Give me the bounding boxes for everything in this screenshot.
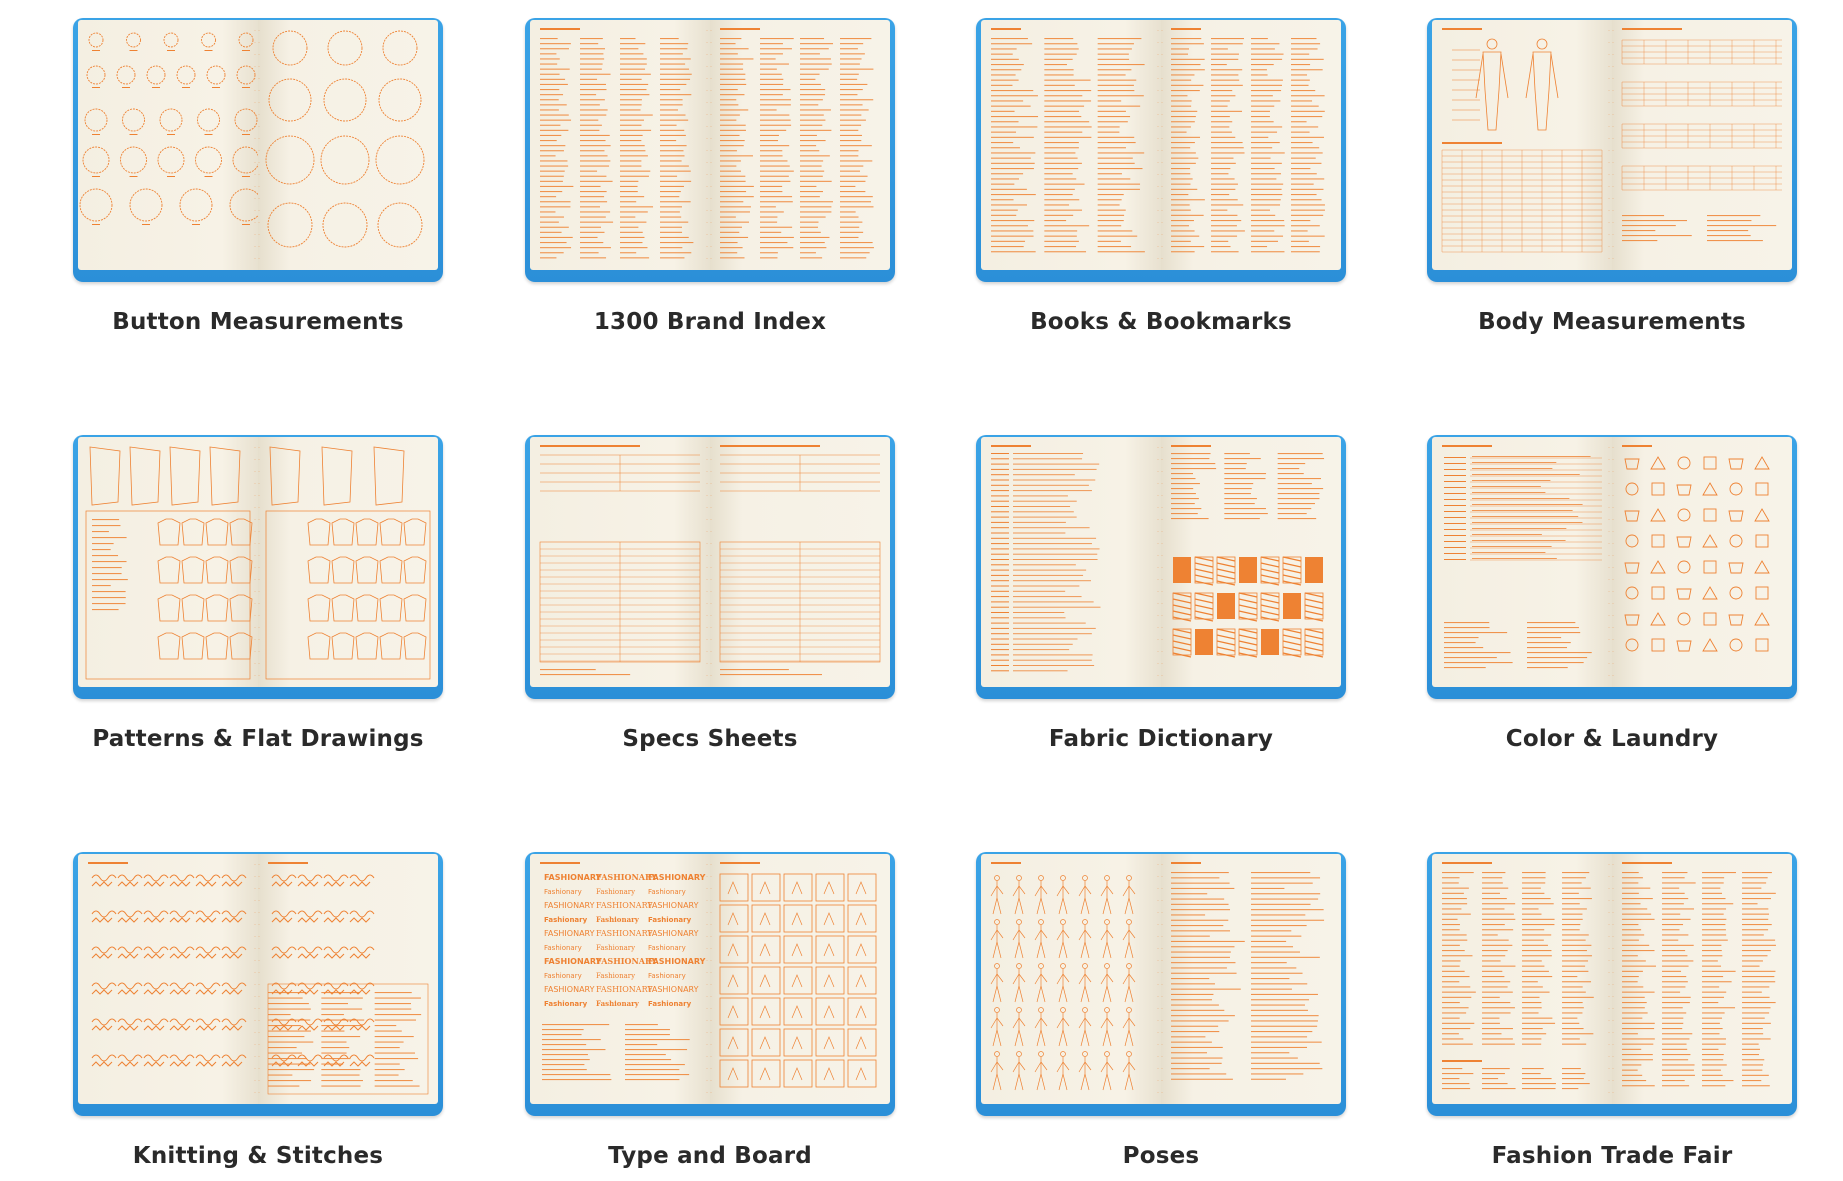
item-title[interactable]: Knitting & Stitches [132, 1143, 384, 1169]
left-page [981, 854, 1161, 1104]
gallery-item[interactable]: 1300 Brand Index [525, 18, 895, 335]
svg-text:FASHIONARY: FASHIONARY [596, 901, 653, 910]
svg-text:Fashionary: Fashionary [648, 916, 692, 924]
svg-text:Fashionary: Fashionary [596, 888, 635, 896]
right-page [1612, 854, 1792, 1104]
svg-text:Fashionary: Fashionary [596, 999, 640, 1008]
notebook-spread[interactable] [73, 18, 443, 282]
right-page [1612, 20, 1792, 270]
notebook-spread[interactable] [976, 852, 1346, 1116]
svg-text:FASHIONARY: FASHIONARY [648, 901, 699, 910]
svg-text:FASHIONARY: FASHIONARY [648, 873, 706, 882]
gallery-item[interactable]: Button Measurements [73, 18, 443, 335]
left-page [530, 20, 710, 270]
svg-text:FASHIONARY: FASHIONARY [648, 957, 706, 966]
svg-text:Fashionary: Fashionary [544, 888, 582, 896]
gallery-item[interactable]: Fashion Trade Fair [1427, 852, 1797, 1169]
notebook-spread[interactable] [73, 435, 443, 699]
svg-text:FASHIONARY: FASHIONARY [596, 985, 653, 994]
svg-text:FASHIONARY: FASHIONARY [544, 901, 595, 910]
svg-text:FASHIONARY: FASHIONARY [544, 985, 595, 994]
left-page [78, 437, 258, 687]
svg-text:Fashionary: Fashionary [544, 944, 582, 952]
svg-text:FASHIONARY: FASHIONARY [648, 985, 699, 994]
right-page [1161, 437, 1341, 687]
notebook-spread[interactable] [525, 18, 895, 282]
gallery-item[interactable]: Body Measurements [1427, 18, 1797, 335]
left-page [1432, 437, 1612, 687]
right-page [710, 854, 890, 1104]
item-title[interactable]: Books & Bookmarks [1030, 309, 1292, 335]
gallery-item[interactable]: Color & Laundry [1427, 435, 1797, 752]
gallery-item[interactable]: Specs Sheets [525, 435, 895, 752]
notebook-spread[interactable] [1427, 18, 1797, 282]
left-page [1432, 854, 1612, 1104]
item-title[interactable]: Body Measurements [1478, 309, 1746, 335]
left-page [78, 854, 258, 1104]
left-page [981, 20, 1161, 270]
svg-text:Fashionary: Fashionary [596, 972, 635, 980]
right-page [710, 20, 890, 270]
svg-text:Fashionary: Fashionary [544, 1000, 588, 1008]
svg-text:Fashionary: Fashionary [648, 972, 686, 980]
item-title[interactable]: Fashion Trade Fair [1491, 1143, 1733, 1169]
right-page [1161, 20, 1341, 270]
item-title[interactable]: Poses [1122, 1143, 1200, 1169]
notebook-spread[interactable] [73, 852, 443, 1116]
item-title[interactable]: Patterns & Flat Drawings [92, 726, 424, 752]
notebook-spread[interactable] [976, 18, 1346, 282]
item-title[interactable]: Type and Board [608, 1143, 812, 1169]
notebook-spread[interactable] [1427, 435, 1797, 699]
notebook-spread[interactable] [976, 435, 1346, 699]
svg-text:Fashionary: Fashionary [596, 915, 640, 924]
right-page [258, 20, 438, 270]
notebook-spread[interactable]: FASHIONARY FASHIONARY FASHIONARY Fashionary… [525, 852, 895, 1116]
svg-text:Fashionary: Fashionary [648, 944, 686, 952]
svg-text:Fashionary: Fashionary [544, 916, 588, 924]
svg-text:Fashionary: Fashionary [648, 888, 686, 896]
left-page: FASHIONARY FASHIONARY FASHIONARY Fashionary… [530, 854, 710, 1104]
right-page [1612, 437, 1792, 687]
svg-text:Fashionary: Fashionary [596, 944, 635, 952]
svg-text:FASHIONARY: FASHIONARY [596, 956, 657, 966]
item-title[interactable]: Specs Sheets [622, 726, 798, 752]
right-page [1161, 854, 1341, 1104]
svg-text:Fashionary: Fashionary [544, 972, 582, 980]
svg-text:FASHIONARY: FASHIONARY [596, 929, 653, 938]
svg-text:FASHIONARY: FASHIONARY [544, 957, 602, 966]
gallery-item[interactable]: Books & Bookmarks [976, 18, 1346, 335]
item-title[interactable]: Fabric Dictionary [1048, 726, 1274, 752]
gallery-item[interactable]: FASHIONARY FASHIONARY FASHIONARY Fashionary… [525, 852, 895, 1169]
left-page [981, 437, 1161, 687]
notebook-spread[interactable] [1427, 852, 1797, 1116]
gallery-item[interactable]: Fabric Dictionary [976, 435, 1346, 752]
svg-text:FASHIONARY: FASHIONARY [596, 872, 657, 882]
item-title[interactable]: Color & Laundry [1505, 726, 1719, 752]
svg-text:FASHIONARY: FASHIONARY [544, 929, 595, 938]
item-title[interactable]: 1300 Brand Index [593, 309, 827, 335]
left-page [530, 437, 710, 687]
item-title[interactable]: Button Measurements [112, 309, 404, 335]
svg-text:FASHIONARY: FASHIONARY [544, 873, 602, 882]
left-page [78, 20, 258, 270]
svg-text:Fashionary: Fashionary [648, 1000, 692, 1008]
right-page [258, 437, 438, 687]
gallery-item[interactable]: Poses [976, 852, 1346, 1169]
right-page [258, 854, 438, 1104]
svg-text:FASHIONARY: FASHIONARY [648, 929, 699, 938]
notebook-spread[interactable] [525, 435, 895, 699]
right-page [710, 437, 890, 687]
gallery-item[interactable]: Patterns & Flat Drawings [73, 435, 443, 752]
gallery-item[interactable]: Knitting & Stitches [73, 852, 443, 1169]
left-page [1432, 20, 1612, 270]
